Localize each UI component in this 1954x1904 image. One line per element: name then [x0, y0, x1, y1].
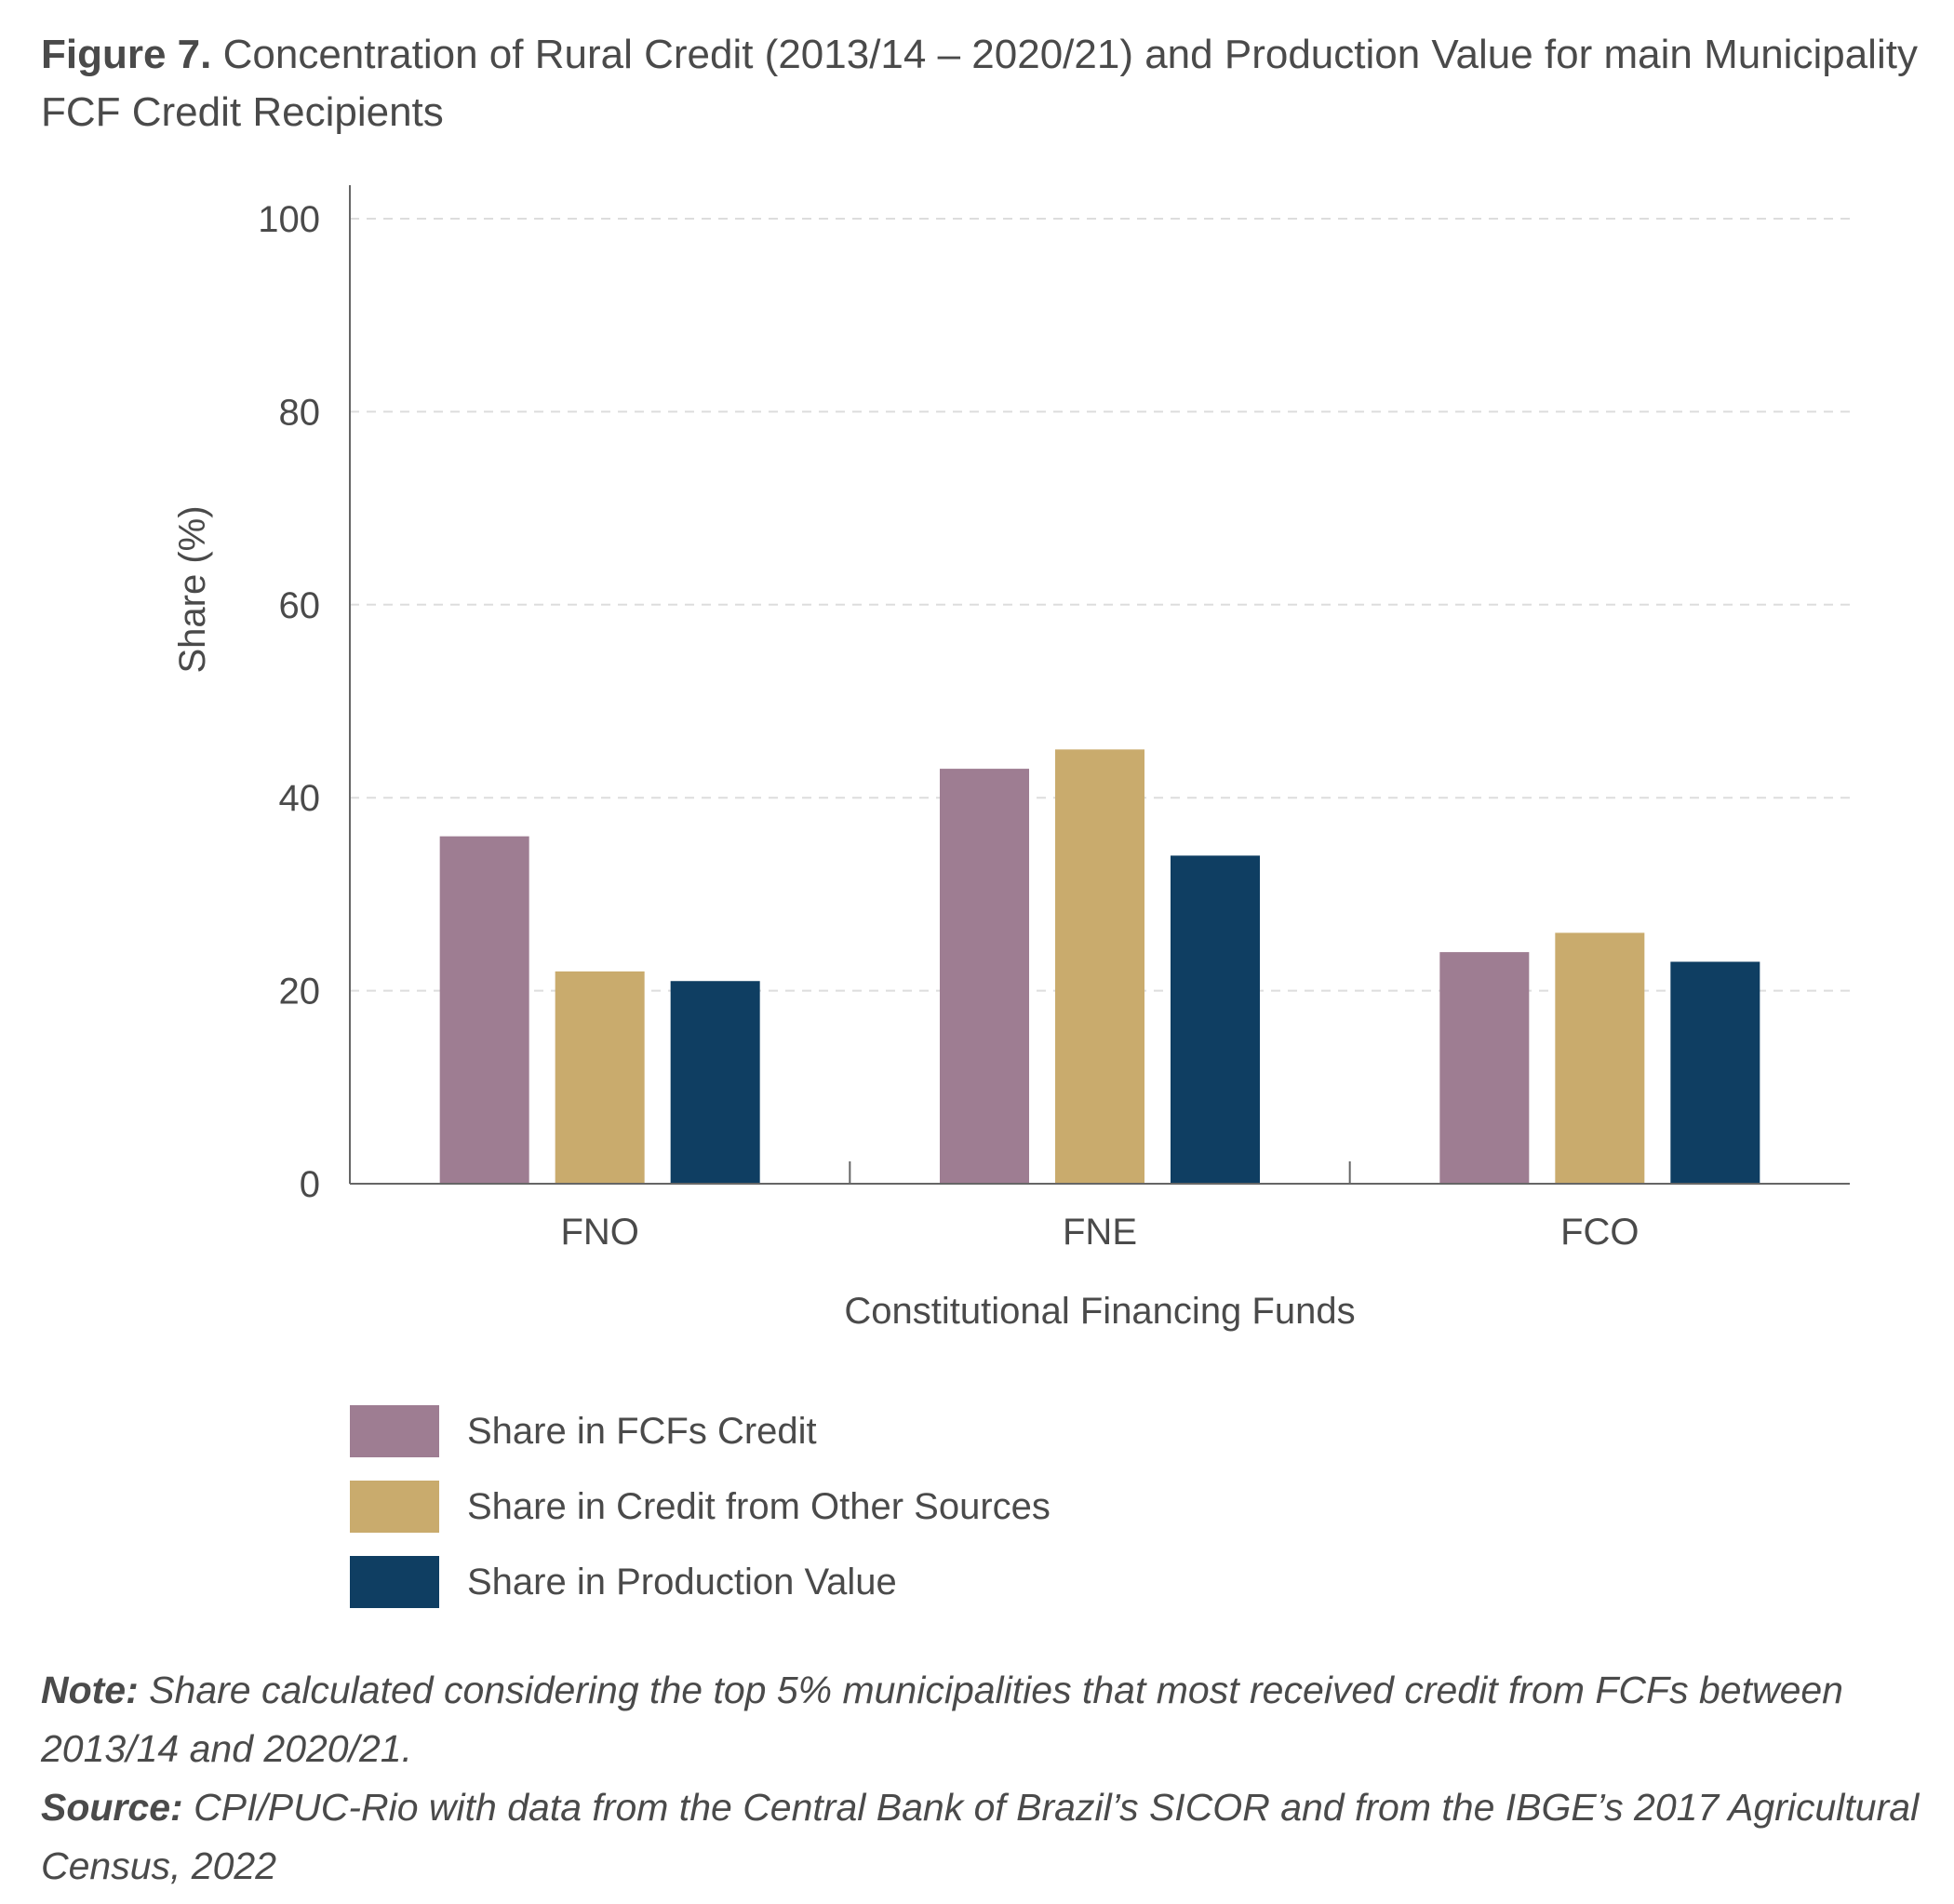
note: Note: Share calculated considering the t…	[41, 1661, 1921, 1778]
legend-label: Share in Credit from Other Sources	[467, 1485, 1051, 1527]
figure-notes: Note: Share calculated considering the t…	[41, 1661, 1921, 1896]
legend-label: Share in FCFs Credit	[467, 1410, 817, 1452]
x-axis-label: Constitutional Financing Funds	[844, 1291, 1355, 1332]
axes	[349, 185, 1850, 1185]
legend-label: Share in Production Value	[467, 1561, 897, 1602]
y-axis-label: Share (%)	[172, 505, 213, 673]
legend-swatch-production-value	[350, 1556, 439, 1608]
legend-item-production-value: Share in Production Value	[350, 1556, 1051, 1608]
y-tick-label: 60	[279, 585, 321, 626]
legend-swatch-other-credit	[350, 1481, 439, 1533]
note-text: Share calculated considering the top 5% …	[41, 1669, 1843, 1770]
bar-fne-series-2	[1055, 749, 1144, 1184]
legend: Share in FCFs Credit Share in Credit fro…	[350, 1405, 1051, 1631]
x-tick-label: FNO	[560, 1212, 638, 1253]
bar-fco-series-1	[1439, 952, 1530, 1184]
bar-fne-series-1	[940, 769, 1029, 1184]
legend-item-fcf-credit: Share in FCFs Credit	[350, 1405, 1051, 1457]
figure-title-text: Concentration of Rural Credit (2013/14 –…	[41, 32, 1918, 135]
legend-item-other-credit: Share in Credit from Other Sources	[350, 1481, 1051, 1533]
tick-labels: 0 20 40 60 80 100 FNO FNE FCO	[258, 199, 1639, 1253]
bar-fno-series-1	[439, 836, 529, 1184]
bar-fco-series-2	[1555, 932, 1645, 1184]
source-label: Source:	[41, 1786, 183, 1829]
y-tick-label: 100	[258, 199, 320, 240]
source-text: CPI/PUC-Rio with data from the Central B…	[41, 1786, 1920, 1887]
y-tick-label: 20	[279, 972, 321, 1012]
x-tick-label: FNE	[1063, 1212, 1137, 1253]
bar-fco-series-3	[1670, 961, 1760, 1184]
legend-swatch-fcf-credit	[350, 1405, 439, 1457]
y-tick-label: 0	[300, 1164, 320, 1205]
y-tick-label: 80	[279, 392, 321, 433]
bar-fne-series-3	[1171, 855, 1260, 1184]
bars	[439, 749, 1760, 1184]
bar-chart: 0 20 40 60 80 100 FNO FNE FCO Share (%) Constitu…	[172, 185, 1850, 1332]
source: Source: CPI/PUC-Rio with data from the C…	[41, 1778, 1921, 1896]
x-tick-label: FCO	[1560, 1212, 1639, 1253]
figure-title: Figure 7. Concentration of Rural Credit …	[41, 26, 1921, 141]
bar-fno-series-2	[555, 971, 645, 1184]
figure-label: Figure 7.	[41, 32, 212, 77]
y-tick-label: 40	[279, 778, 321, 819]
bar-fno-series-3	[670, 981, 760, 1184]
note-label: Note:	[41, 1669, 139, 1711]
